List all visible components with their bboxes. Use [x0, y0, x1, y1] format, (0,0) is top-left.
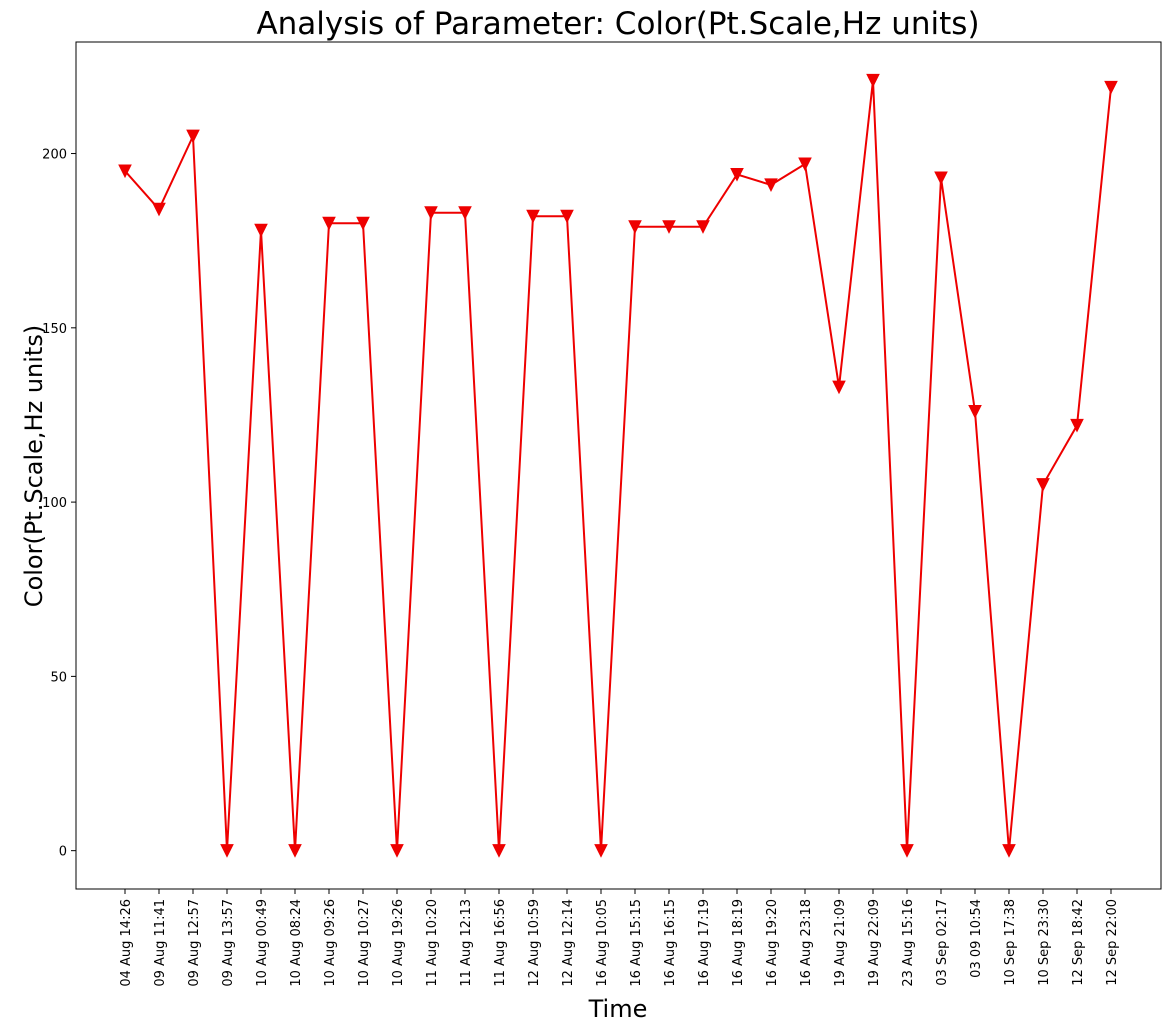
x-tick-label: 12 Sep 22:00	[1105, 899, 1120, 986]
data-point-marker	[1104, 80, 1118, 95]
data-point-marker	[458, 206, 472, 220]
x-tick-label: 10 Aug 19:26	[391, 899, 406, 987]
data-point-marker	[288, 844, 302, 858]
plot-area	[75, 41, 1162, 890]
x-tick-label: 10 Aug 00:49	[255, 899, 270, 987]
y-tick-label: 150	[42, 322, 67, 337]
data-point-marker	[798, 157, 812, 172]
series-line	[124, 80, 1112, 851]
x-tick-label: 16 Aug 17:19	[697, 899, 712, 987]
x-tick-label: 19 Aug 21:09	[833, 899, 848, 987]
data-point-marker	[322, 216, 336, 231]
data-point-marker	[594, 844, 608, 858]
x-tick-label: 09 Aug 12:57	[187, 899, 202, 987]
data-point-marker	[118, 164, 132, 179]
data-point-marker	[968, 404, 982, 419]
data-point-marker	[696, 220, 710, 234]
x-tick-label: 11 Aug 16:56	[493, 899, 508, 987]
data-point-marker	[730, 167, 744, 182]
data-point-marker	[152, 202, 166, 217]
x-tick-label: 09 Aug 13:57	[221, 899, 236, 987]
data-point-marker	[934, 171, 948, 186]
x-tick-label: 16 Aug 18:19	[731, 899, 746, 987]
data-series	[118, 73, 1118, 858]
x-tick-label: 10 Aug 10:27	[357, 899, 372, 987]
x-tick-label: 12 Aug 12:14	[561, 899, 576, 987]
x-tick-label: 10 Aug 09:26	[323, 899, 338, 987]
y-axis: 0 50 100 150 200	[42, 148, 76, 860]
data-point-marker	[662, 220, 676, 234]
y-tick-label: 50	[50, 670, 67, 685]
y-tick-label: 0	[59, 845, 67, 860]
data-point-marker	[560, 209, 574, 224]
x-axis-label: Time	[588, 995, 648, 1023]
x-tick-label: 16 Aug 15:15	[629, 899, 644, 987]
data-point-marker	[866, 73, 880, 88]
y-tick-label: 200	[42, 148, 67, 163]
x-tick-label: 10 Sep 17:38	[1003, 899, 1018, 986]
x-tick-label: 03 Sep 02:17	[935, 899, 950, 986]
x-tick-label: 11 Aug 12:13	[459, 899, 474, 987]
y-axis-label: Color(Pt.Scale,Hz units)	[20, 325, 48, 607]
x-tick-label: 16 Aug 23:18	[799, 899, 814, 987]
data-point-marker	[390, 844, 404, 858]
x-tick-label: 04 Aug 14:26	[119, 899, 134, 987]
data-point-marker	[1070, 418, 1084, 433]
data-point-marker	[356, 216, 370, 231]
x-tick-label: 10 Aug 08:24	[289, 899, 304, 987]
data-point-marker	[1002, 844, 1016, 858]
x-tick-label: 16 Aug 16:15	[663, 899, 678, 987]
x-tick-label: 12 Sep 18:42	[1071, 899, 1086, 986]
x-axis: 04 Aug 14:26 09 Aug 11:41 09 Aug 12:57 09 A…	[119, 889, 1120, 987]
data-point-marker	[424, 206, 438, 220]
data-point-marker	[186, 129, 200, 144]
data-point-marker	[628, 220, 642, 234]
x-tick-label: 16 Aug 19:20	[765, 899, 780, 987]
x-tick-label: 10 Sep 23:30	[1037, 899, 1052, 986]
data-point-marker	[492, 844, 506, 858]
data-point-marker	[1036, 478, 1050, 492]
x-tick-label: 23 Aug 15:16	[901, 899, 916, 987]
y-tick-label: 100	[42, 496, 67, 511]
x-tick-label: 16 Aug 10:05	[595, 899, 610, 987]
data-point-marker	[900, 844, 914, 858]
x-tick-label: 11 Aug 10:20	[425, 899, 440, 987]
data-point-marker	[832, 380, 846, 395]
x-tick-label: 19 Aug 22:09	[867, 899, 882, 987]
data-point-marker	[220, 844, 234, 858]
x-tick-label: 12 Aug 10:59	[527, 899, 542, 987]
data-point-marker	[764, 178, 778, 193]
x-tick-label: 09 Aug 11:41	[153, 899, 168, 987]
chart-title: Analysis of Parameter: Color(Pt.Scale,Hz…	[256, 6, 979, 42]
data-point-marker	[526, 209, 540, 224]
data-point-marker	[254, 223, 268, 238]
x-tick-label: 03 09 10:54	[969, 899, 984, 978]
